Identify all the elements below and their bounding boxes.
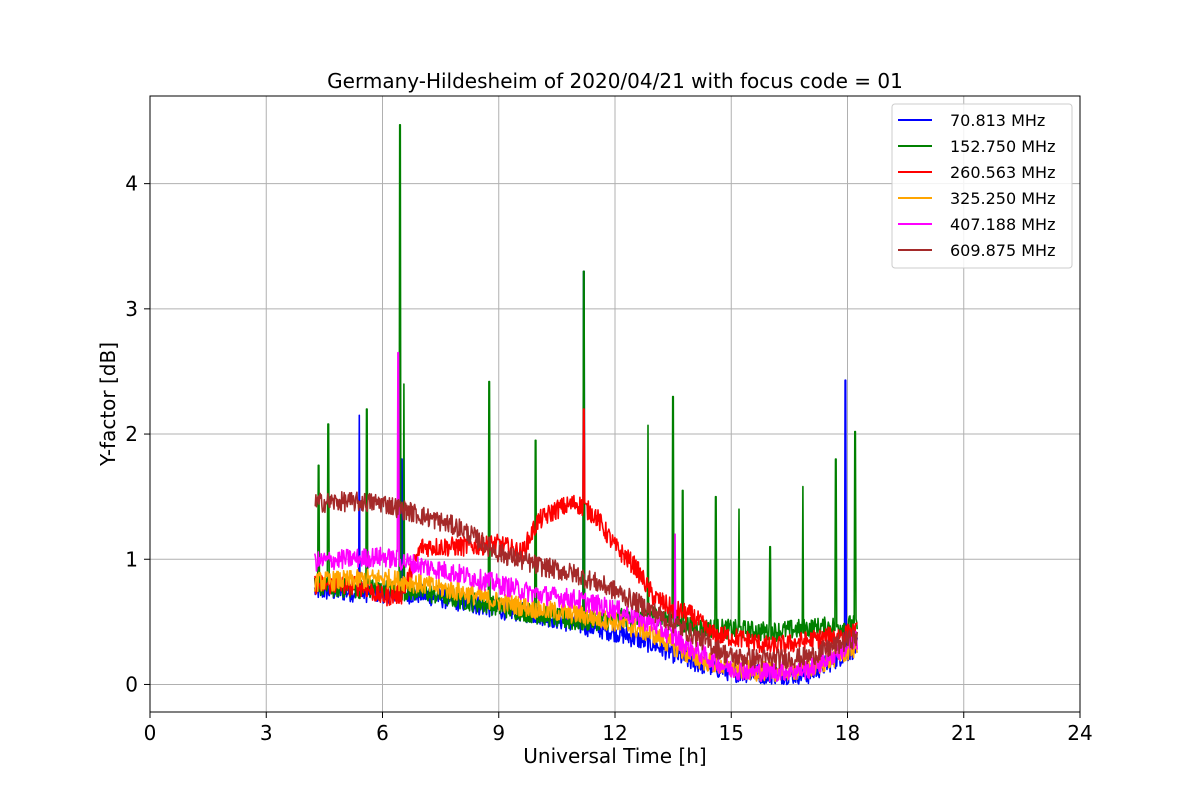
y-tick-label: 0 bbox=[125, 672, 138, 696]
y-tick-label: 2 bbox=[125, 422, 138, 446]
chart-title: Germany-Hildesheim of 2020/04/21 with fo… bbox=[327, 69, 903, 93]
series-line-4 bbox=[313, 351, 858, 683]
x-tick-label: 24 bbox=[1067, 721, 1092, 745]
legend-label: 407.188 MHz bbox=[950, 215, 1055, 234]
y-tick-label: 4 bbox=[125, 172, 138, 196]
legend-label: 260.563 MHz bbox=[950, 163, 1055, 182]
legend-label: 152.750 MHz bbox=[950, 137, 1055, 156]
series-layer bbox=[313, 124, 858, 686]
legend-box bbox=[891, 103, 1073, 269]
legend-label: 609.875 MHz bbox=[950, 241, 1055, 260]
y-axis-label: Y-factor [dB] bbox=[96, 342, 120, 467]
y-tick-label: 1 bbox=[125, 547, 138, 571]
series-line-2 bbox=[313, 408, 858, 657]
x-tick-label: 18 bbox=[835, 721, 860, 745]
legend-label: 325.250 MHz bbox=[950, 189, 1055, 208]
x-tick-label: 9 bbox=[492, 721, 505, 745]
x-tick-label: 21 bbox=[951, 721, 976, 745]
legend-label: 70.813 MHz bbox=[950, 111, 1045, 130]
y-tick-label: 3 bbox=[125, 297, 138, 321]
series-line-5 bbox=[314, 491, 858, 670]
x-tick-label: 6 bbox=[376, 721, 389, 745]
x-axis-label: Universal Time [h] bbox=[523, 744, 706, 768]
legend: 70.813 MHz 152.750 MHz 260.563 MHz 325.250 … bbox=[891, 103, 1073, 269]
x-tick-label: 15 bbox=[719, 721, 744, 745]
x-tick-label: 12 bbox=[602, 721, 627, 745]
x-tick-label: 0 bbox=[144, 721, 157, 745]
x-tick-label: 3 bbox=[260, 721, 273, 745]
